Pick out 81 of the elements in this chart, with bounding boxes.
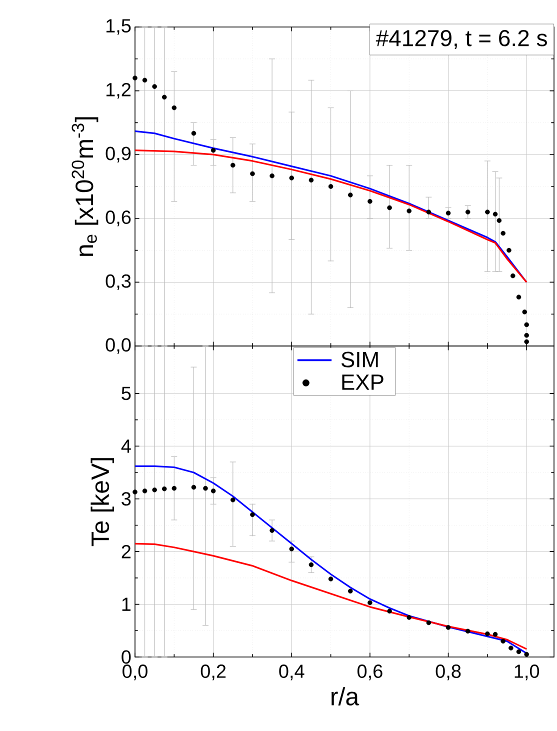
- point: [172, 486, 177, 491]
- point: [210, 148, 216, 153]
- point: [387, 608, 392, 614]
- point: [406, 208, 412, 214]
- y-tick-label: 1: [122, 598, 131, 611]
- y-tick-label: 3: [122, 492, 131, 506]
- point: [368, 198, 372, 204]
- y-axis-title: Te [keV]: [90, 458, 114, 546]
- point: [496, 218, 502, 223]
- point: [516, 649, 522, 654]
- point: [510, 273, 516, 278]
- point: [426, 620, 432, 626]
- point: [250, 512, 255, 518]
- point: [465, 210, 470, 214]
- point: [132, 76, 138, 80]
- point: [524, 332, 529, 338]
- point: [270, 528, 274, 533]
- point: [191, 130, 196, 136]
- point: [172, 105, 177, 110]
- y-tick-label: 1,5: [106, 19, 131, 35]
- legend-label: SIM: [341, 352, 378, 368]
- point: [308, 562, 314, 568]
- point: [152, 84, 157, 89]
- point: [500, 638, 506, 644]
- y-axis-title: n$_{e}$ [x10$^{20}$m$^{-3}$]: [72, 117, 98, 256]
- point: [485, 210, 490, 214]
- x-tick-label: 0,4: [279, 664, 304, 680]
- point: [230, 162, 236, 168]
- point: [446, 625, 451, 630]
- y-tick-label: 0,9: [106, 146, 131, 162]
- x-tick-label: 0,8: [436, 664, 461, 680]
- point: [524, 322, 529, 328]
- point: [508, 646, 514, 650]
- point: [492, 632, 498, 637]
- point: [522, 310, 528, 314]
- point: [348, 192, 353, 198]
- point: [446, 210, 451, 216]
- point: [152, 488, 157, 492]
- y-tick-label: 0: [122, 650, 131, 664]
- point: [465, 628, 470, 634]
- point: [524, 652, 529, 657]
- y-tick-label: 0,6: [106, 210, 131, 226]
- annotation: #41279, t = 6.2 s: [376, 30, 547, 50]
- x-tick-label: 1,0: [514, 664, 540, 680]
- x-axis-title: r/a: [332, 687, 360, 706]
- point: [492, 212, 498, 217]
- point: [289, 176, 294, 180]
- point: [289, 546, 294, 552]
- point: [142, 78, 148, 83]
- y-tick-label: 0,0: [106, 338, 131, 354]
- point: [348, 588, 353, 594]
- point: [485, 631, 490, 636]
- point: [406, 615, 412, 620]
- point: [368, 600, 372, 606]
- point: [308, 178, 314, 183]
- point: [203, 486, 208, 491]
- point: [328, 184, 334, 189]
- point: [270, 173, 274, 178]
- y-tick-label: 4: [121, 440, 131, 453]
- y-tick-label: 2: [122, 544, 131, 558]
- point: [132, 490, 138, 494]
- y-tick-label: 1,2: [106, 82, 131, 99]
- point: [524, 339, 529, 344]
- point: [516, 294, 522, 300]
- point: [250, 171, 255, 176]
- point: [191, 484, 196, 490]
- point: [142, 488, 148, 494]
- point: [230, 498, 236, 502]
- point: [328, 576, 334, 582]
- x-tick-label: 0,2: [200, 664, 226, 680]
- point: [506, 248, 512, 253]
- point: [162, 94, 167, 100]
- y-tick-label: 0,3: [106, 274, 131, 290]
- point: [426, 210, 432, 214]
- point: [387, 205, 392, 210]
- point: [500, 230, 506, 236]
- point: [162, 486, 167, 492]
- x-tick-label: 0,6: [357, 664, 382, 680]
- y-tick-label: 5: [122, 386, 131, 400]
- legend-label: EXP: [342, 374, 384, 390]
- point: [210, 488, 216, 494]
